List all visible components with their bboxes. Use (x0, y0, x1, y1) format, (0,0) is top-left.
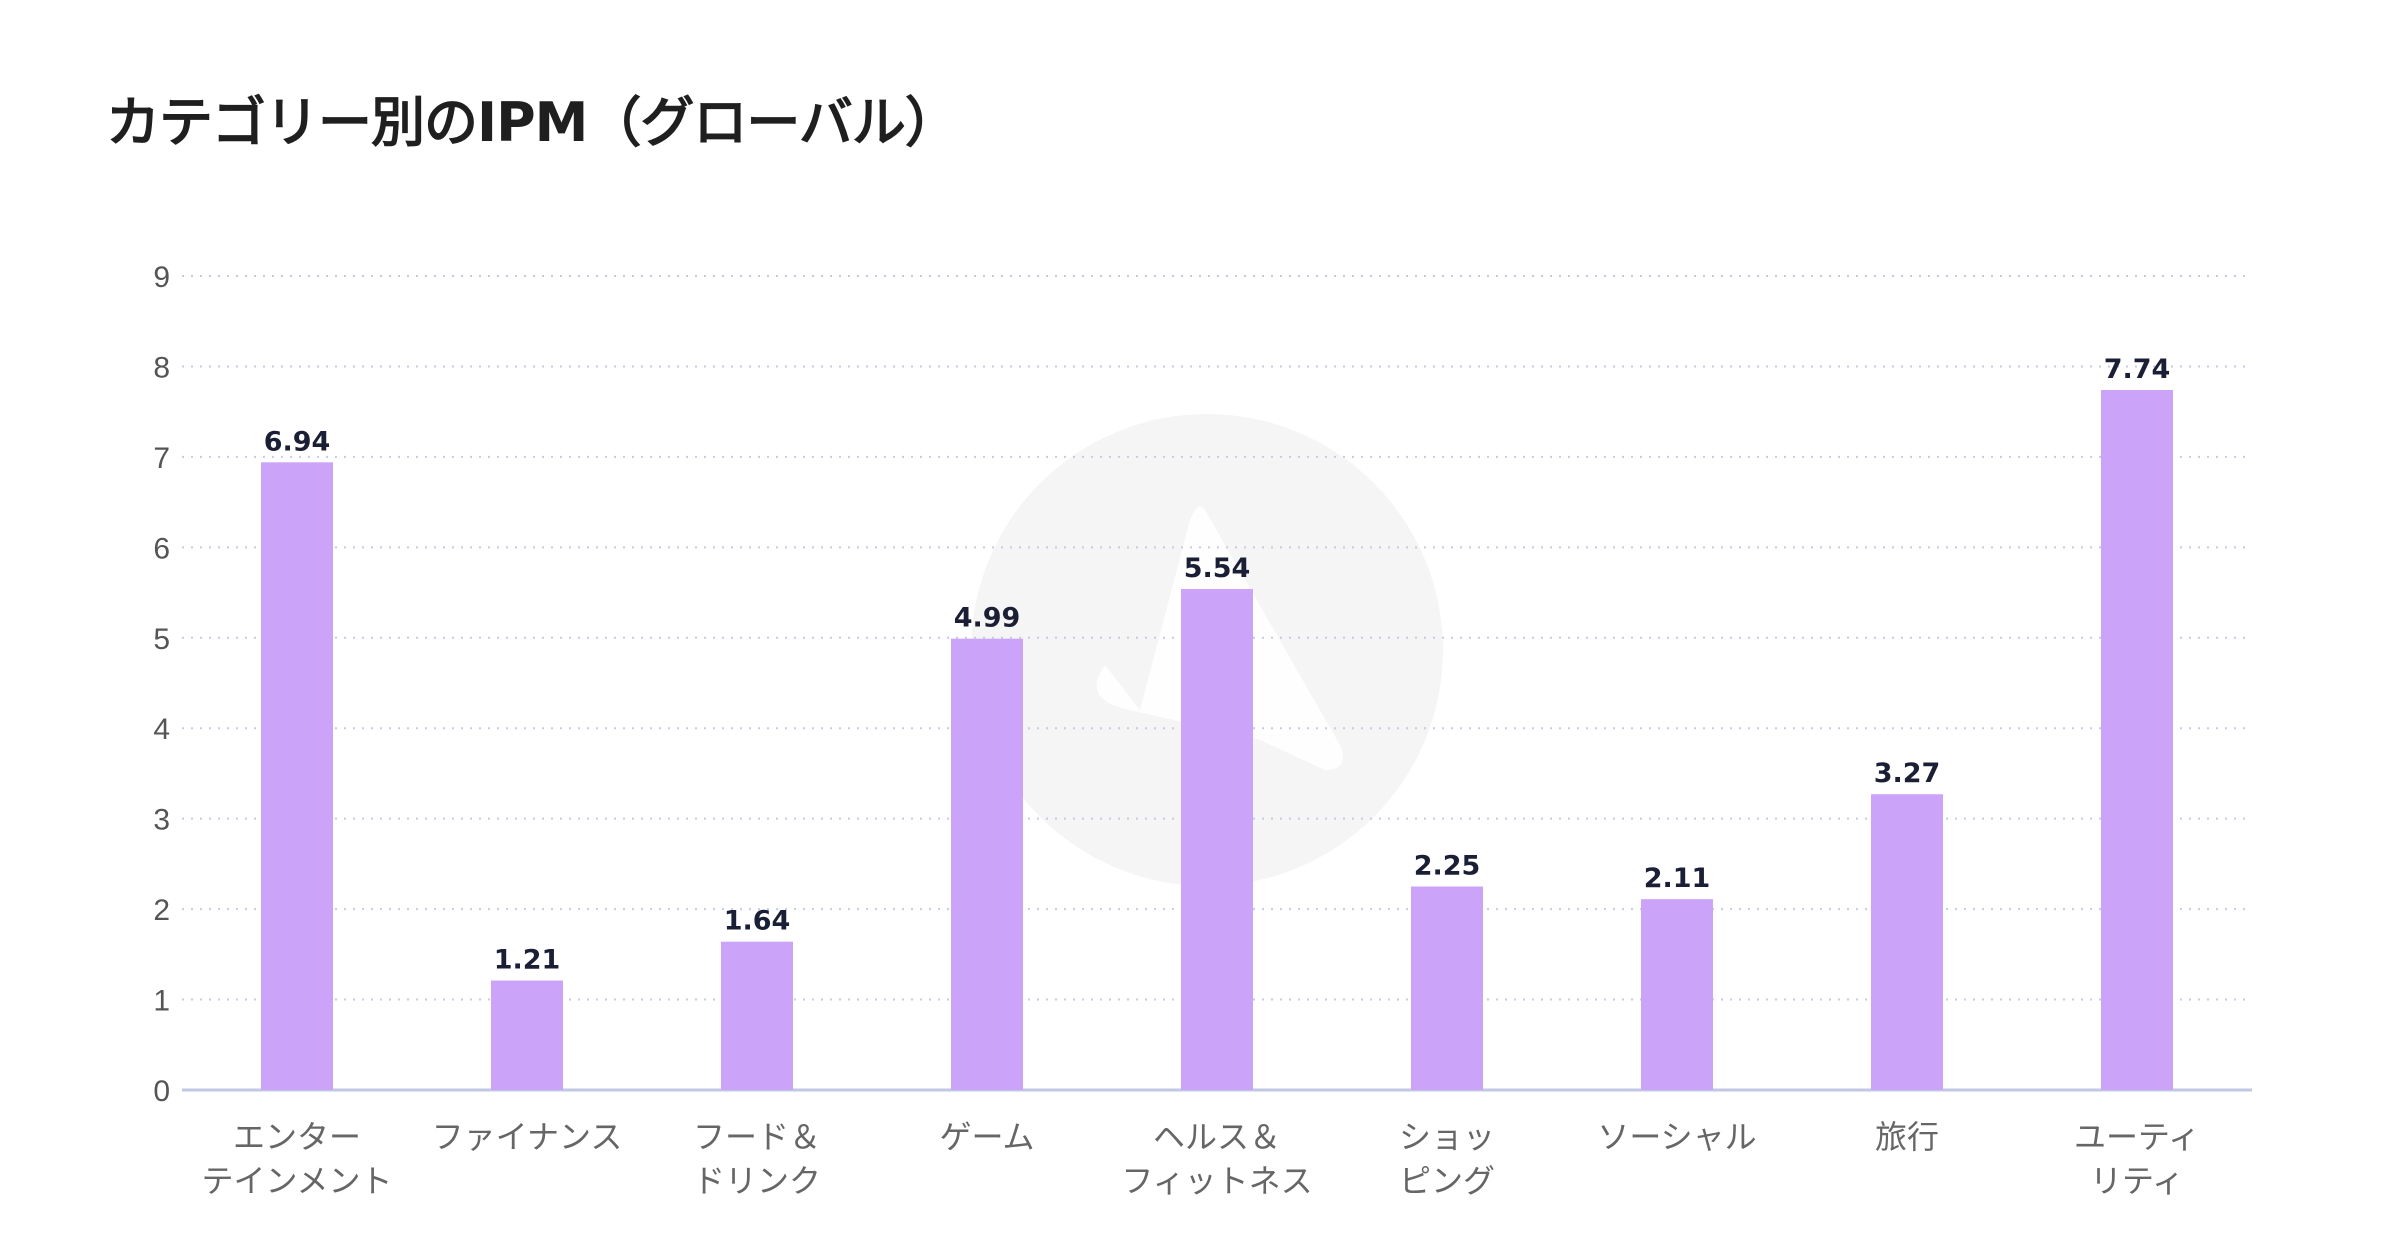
x-tick-label: ゲーム (939, 1118, 1034, 1156)
y-tick-label: 5 (153, 623, 170, 656)
bar (951, 638, 1023, 1090)
x-tick-label: フード＆ドリンク (693, 1118, 821, 1200)
x-tick-label: ヘルス＆フィットネス (1121, 1118, 1312, 1200)
x-tick-label: 旅行 (1875, 1118, 1939, 1156)
data-label: 5.54 (1184, 553, 1251, 584)
bar (1181, 588, 1253, 1090)
x-tick-label: ファイナンス (432, 1118, 623, 1156)
y-tick-label: 2 (153, 894, 170, 927)
data-label: 2.11 (1644, 863, 1711, 894)
x-tick-label: エンターテインメント (201, 1118, 392, 1200)
data-label: 4.99 (954, 603, 1021, 634)
bar (491, 980, 563, 1090)
data-label: 6.94 (264, 426, 331, 457)
x-tick-label: ショッピング (1399, 1118, 1495, 1200)
y-tick-label: 3 (153, 804, 170, 837)
x-tick-label: ソーシャル (1597, 1118, 1756, 1156)
data-label: 7.74 (2104, 354, 2171, 385)
y-tick-label: 9 (153, 261, 170, 294)
y-tick-label: 4 (153, 713, 170, 746)
y-tick-label: 0 (153, 1075, 170, 1108)
bar (2101, 389, 2173, 1091)
y-tick-label: 8 (153, 351, 170, 384)
x-tick-label: ユーティリティ (2074, 1118, 2200, 1200)
data-label: 1.64 (724, 906, 791, 937)
data-label: 1.21 (494, 945, 561, 976)
data-label: 3.27 (1874, 758, 1941, 789)
bar (261, 462, 333, 1090)
y-tick-label: 1 (153, 985, 170, 1018)
bar (1641, 899, 1713, 1090)
bar (721, 941, 793, 1090)
data-label: 2.25 (1414, 851, 1481, 882)
chart-title: カテゴリー別のIPM（グローバル） (106, 91, 959, 154)
y-tick-label: 7 (153, 442, 170, 475)
bar (1411, 886, 1483, 1090)
bar (1871, 794, 1943, 1090)
y-tick-label: 6 (153, 532, 170, 565)
